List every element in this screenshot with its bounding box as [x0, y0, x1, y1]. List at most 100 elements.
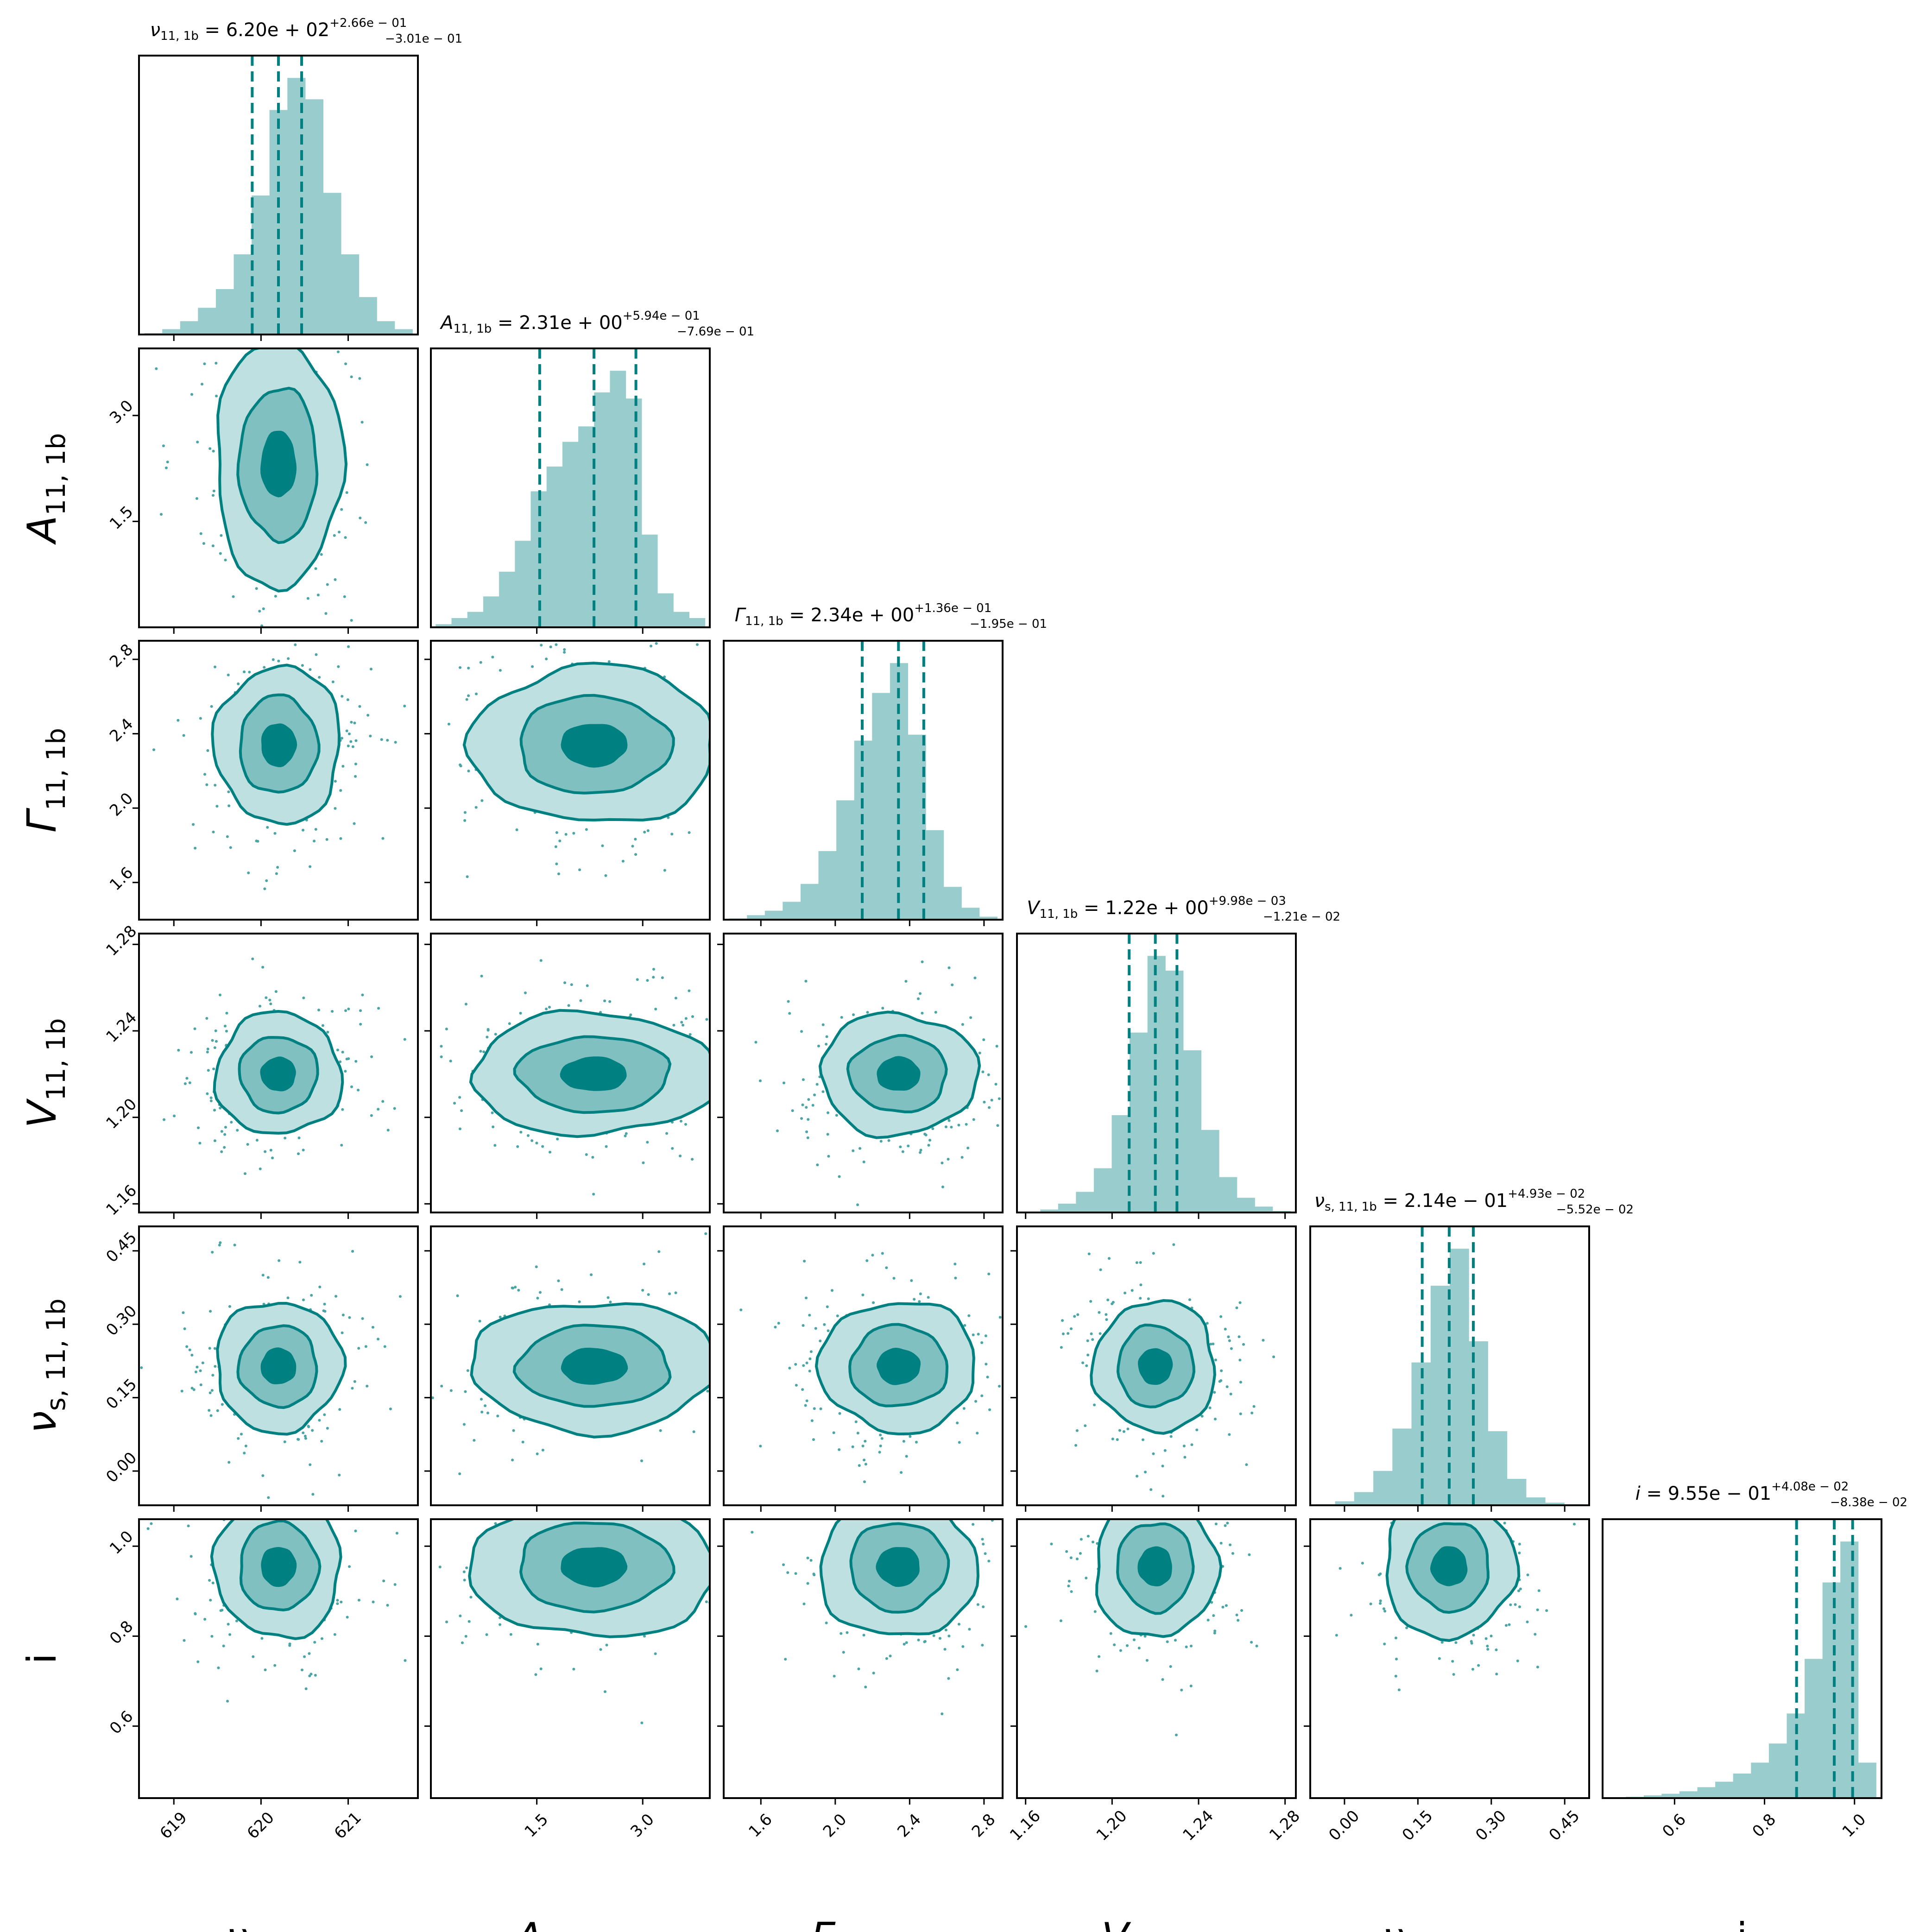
title-minus-error-i: −8.38e − 02	[1830, 1496, 1907, 1509]
contour-level-3	[561, 1547, 628, 1588]
y-tick-label-V: 1.20	[102, 1095, 140, 1133]
hist-bar	[198, 308, 216, 335]
hist-bar	[836, 800, 855, 920]
hist-bar	[451, 618, 468, 627]
panel-content	[751, 1519, 994, 1716]
panel-content	[1335, 1519, 1576, 1692]
hist-bar	[562, 442, 579, 627]
hist-bar	[1450, 1249, 1469, 1505]
hist-bar	[1335, 1501, 1355, 1505]
title-plus-error: +1.36e − 01	[914, 601, 991, 615]
panel-nu-Gamma	[138, 640, 419, 921]
label-main: A	[513, 1914, 543, 1932]
hist-bar	[1697, 1787, 1716, 1798]
y-axis-label-Gamma: Γ11, 1b	[19, 728, 71, 833]
hist-bar	[641, 534, 658, 627]
hist-bar	[180, 321, 198, 335]
hist-bar	[800, 884, 819, 920]
panel-frame	[723, 1518, 1004, 1799]
hist-bar	[1076, 1192, 1094, 1212]
hist-panel-i	[1602, 1518, 1882, 1799]
panel-content	[447, 642, 710, 878]
panel-content	[1024, 1519, 1258, 1736]
contour-level-3	[261, 723, 297, 767]
title-value: 1.22e + 00	[1105, 897, 1209, 919]
x-tick-label-i: 0.6	[1659, 1810, 1690, 1841]
hist-title-nu: ν11, 1b = 6.20e + 02+2.66e − 01	[150, 16, 407, 43]
hist-bar	[323, 193, 341, 335]
hist-title-A: A11, 1b = 2.31e + 00+5.94e − 01	[439, 309, 700, 336]
y-axis-label-nus: νs, 11, 1b	[19, 1299, 71, 1433]
panel-nus-i	[1309, 1518, 1590, 1799]
hist-bar	[747, 915, 765, 920]
title-value: 6.20e + 02	[226, 19, 330, 41]
title-symbol: A	[439, 312, 453, 334]
y-tick-label-V: 1.24	[102, 1008, 140, 1046]
x-tick-label-Gamma: 2.0	[820, 1810, 851, 1841]
panel-frame	[723, 1225, 1004, 1506]
y-tick-label-nus: 0.30	[102, 1302, 140, 1340]
title-minus-error-V: −1.21e − 02	[1263, 910, 1340, 924]
title-symbol: ν	[1314, 1190, 1325, 1212]
panel-Gamma-i	[723, 1518, 1004, 1799]
hist-bar	[1545, 1503, 1565, 1505]
x-tick-label-A: 3.0	[627, 1810, 658, 1841]
x-tick-label-V: 1.24	[1179, 1806, 1217, 1844]
contour-level-3	[260, 1056, 296, 1092]
title-plus-error: +4.93e − 02	[1508, 1187, 1585, 1201]
title-minus-error-nus: −5.52e − 02	[1556, 1203, 1634, 1217]
hist-frame	[723, 640, 1004, 921]
hist-bar	[610, 371, 626, 627]
hist-bar	[578, 426, 594, 627]
y-tick-label-i: 0.6	[106, 1707, 137, 1738]
x-tick-label-nu: 620	[244, 1808, 278, 1843]
hist-bar	[872, 693, 890, 920]
contour-level-3	[876, 1547, 920, 1587]
hist-bar	[234, 254, 252, 335]
label-main: ν	[226, 1914, 248, 1932]
panel-content	[140, 1241, 402, 1499]
panel-content	[431, 1232, 710, 1475]
title-minus-error-A: −7.69e − 01	[677, 325, 754, 339]
label-main: V	[1102, 1914, 1131, 1932]
title-symbol: i	[1635, 1483, 1641, 1504]
label-main: A	[19, 516, 65, 545]
x-tick-label-Gamma: 1.6	[745, 1810, 776, 1841]
hist-bar	[1679, 1791, 1698, 1798]
contour-level-3	[877, 1347, 921, 1385]
x-axis-label-nus: νs, 11, 1b	[1383, 1914, 1517, 1932]
hist-bar	[1768, 1743, 1787, 1798]
hist-bar	[1392, 1428, 1412, 1505]
hist-bar	[1822, 1582, 1841, 1798]
contour-level-3	[561, 1347, 628, 1385]
panel-nu-A	[138, 347, 419, 628]
contour-level-3	[1138, 1348, 1173, 1385]
x-tick-label-nus: 0.45	[1546, 1806, 1584, 1844]
y-axis-label-V: V11, 1b	[19, 1018, 71, 1128]
hist-bar	[1733, 1774, 1751, 1798]
label-subscript: 11, 1b	[41, 728, 71, 810]
panel-content	[754, 960, 1001, 1206]
hist-bar	[1805, 1659, 1823, 1798]
title-value: 2.31e + 00	[519, 312, 623, 334]
title-value: 2.34e + 00	[811, 605, 915, 626]
y-tick-label-Gamma: 2.0	[106, 789, 137, 820]
panel-frame	[1309, 1518, 1590, 1799]
hist-bar	[1373, 1471, 1393, 1505]
hist-panel-Gamma	[723, 640, 1004, 921]
title-value: 2.14e − 01	[1404, 1190, 1508, 1212]
panel-content	[146, 1519, 407, 1703]
contour-level-3	[1430, 1546, 1468, 1586]
panel-content	[139, 641, 406, 890]
hist-bar	[162, 329, 181, 335]
hist-bar	[1130, 1032, 1148, 1212]
hist-bar	[1201, 1130, 1219, 1212]
label-main: Γ	[19, 808, 65, 833]
hist-frame	[1309, 1225, 1590, 1506]
title-symbol: V	[1027, 897, 1041, 919]
contour-level-3	[261, 1547, 297, 1587]
panel-Gamma-V	[723, 933, 1004, 1213]
hist-bar	[1255, 1206, 1273, 1212]
hist-panel-nu	[138, 55, 419, 335]
x-tick-label-i: 0.8	[1749, 1810, 1780, 1841]
